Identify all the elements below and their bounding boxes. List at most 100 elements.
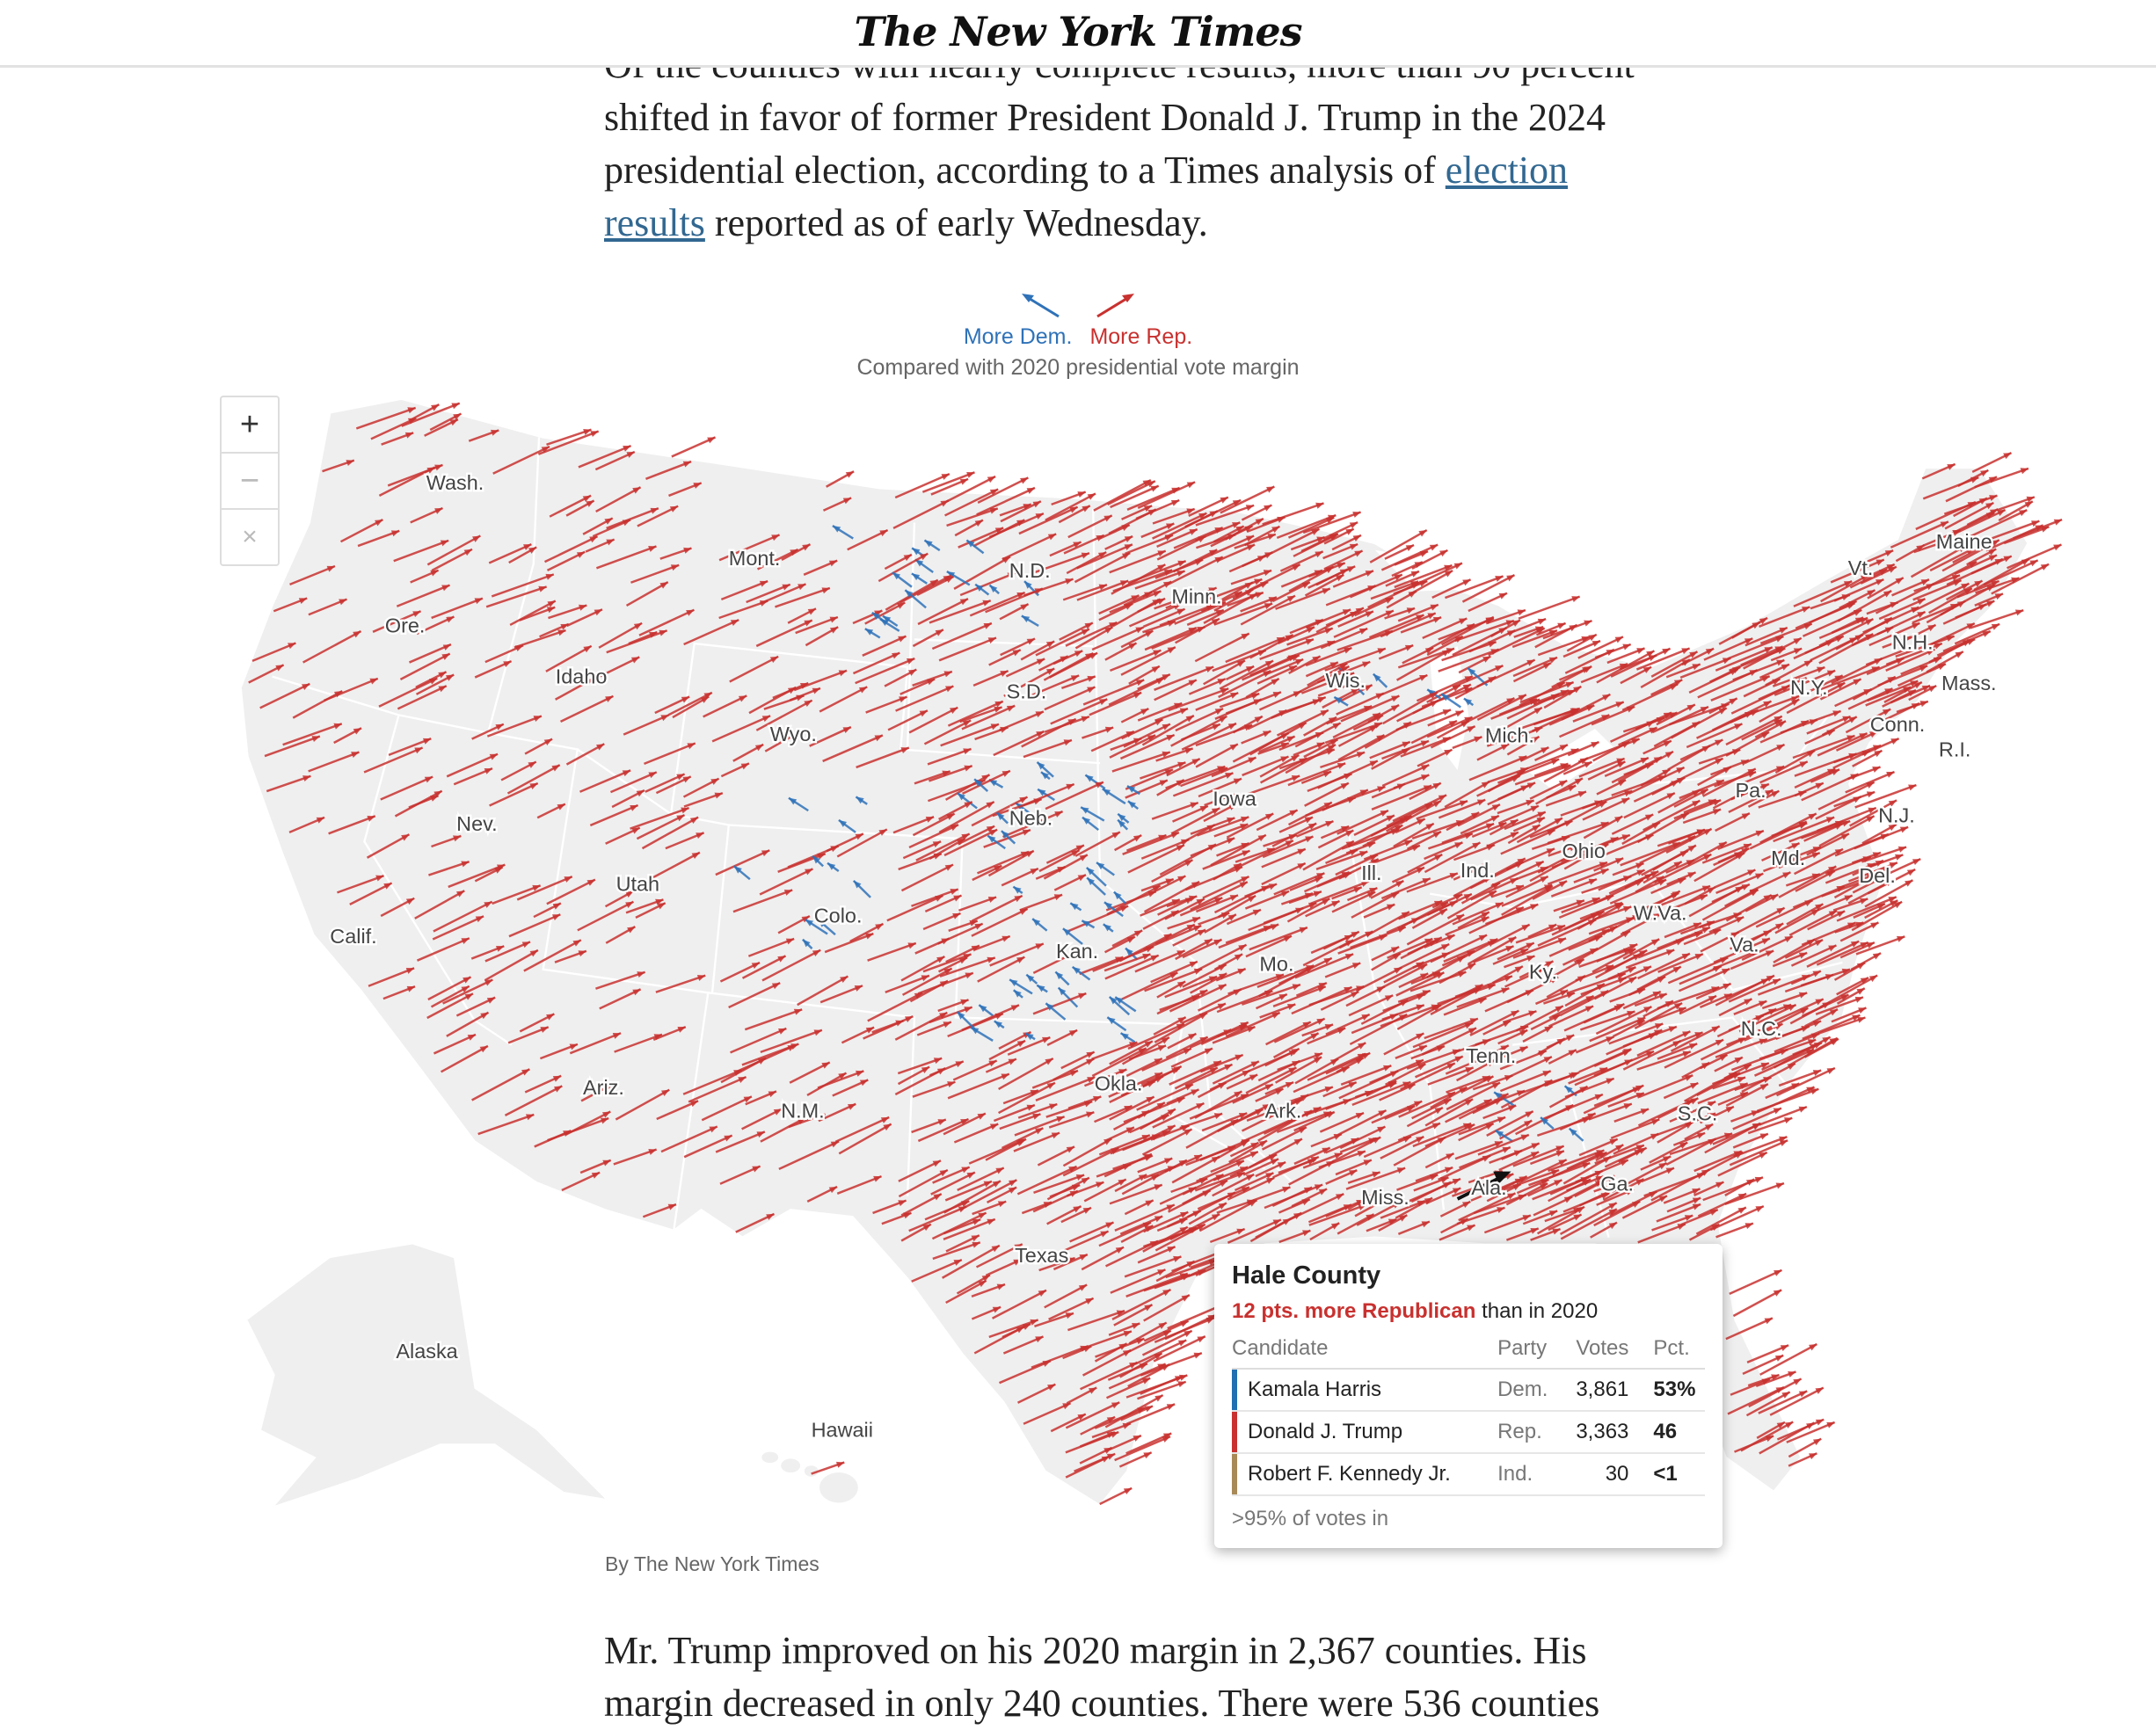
rep-shift-arrow[interactable] <box>1610 720 1656 743</box>
rep-shift-arrow[interactable] <box>1122 831 1180 855</box>
rep-shift-arrow[interactable] <box>1453 875 1492 898</box>
rep-shift-arrow[interactable] <box>1534 623 1578 649</box>
rep-shift-arrow[interactable] <box>1497 804 1540 825</box>
rep-shift-arrow[interactable] <box>937 956 968 973</box>
rep-shift-arrow[interactable] <box>1487 769 1526 793</box>
rep-shift-arrow[interactable] <box>1315 850 1368 870</box>
rep-shift-arrow[interactable] <box>1516 817 1563 844</box>
rep-shift-arrow[interactable] <box>1066 550 1107 575</box>
rep-shift-arrow[interactable] <box>1063 534 1105 555</box>
rep-shift-arrow[interactable] <box>1123 591 1153 607</box>
rep-shift-arrow[interactable] <box>720 1057 767 1084</box>
rep-shift-arrow[interactable] <box>884 668 917 687</box>
rep-shift-arrow[interactable] <box>1793 580 1853 607</box>
rep-shift-arrow[interactable] <box>1067 514 1113 539</box>
rep-shift-arrow[interactable] <box>1416 799 1468 820</box>
rep-shift-arrow[interactable] <box>1043 651 1094 681</box>
rep-shift-arrow[interactable] <box>1427 709 1464 727</box>
rep-shift-arrow[interactable] <box>652 1026 687 1041</box>
rep-shift-arrow[interactable] <box>1038 655 1069 672</box>
rep-shift-arrow[interactable] <box>985 587 1044 614</box>
rep-shift-arrow[interactable] <box>1810 768 1840 783</box>
rep-shift-arrow[interactable] <box>1156 534 1206 561</box>
dem-shift-arrow[interactable] <box>1126 784 1140 796</box>
rep-shift-arrow[interactable] <box>1452 735 1482 750</box>
rep-shift-arrow[interactable] <box>1444 781 1490 809</box>
rep-shift-arrow[interactable] <box>1074 551 1131 584</box>
rep-shift-arrow[interactable] <box>1621 821 1661 846</box>
rep-shift-arrow[interactable] <box>1457 911 1490 929</box>
rep-shift-arrow[interactable] <box>1908 684 1937 701</box>
rep-shift-arrow[interactable] <box>822 497 852 512</box>
rep-shift-arrow[interactable] <box>1288 655 1322 674</box>
rep-shift-arrow[interactable] <box>1371 747 1410 770</box>
rep-shift-arrow[interactable] <box>1406 872 1459 893</box>
dem-shift-arrow[interactable] <box>852 879 871 898</box>
rep-shift-arrow[interactable] <box>1883 701 1920 722</box>
rep-shift-arrow[interactable] <box>1141 1047 1192 1072</box>
rep-shift-arrow[interactable] <box>729 655 779 683</box>
rep-shift-arrow[interactable] <box>1928 560 1978 587</box>
rep-shift-arrow[interactable] <box>900 678 936 695</box>
rep-shift-arrow[interactable] <box>1032 992 1087 1015</box>
rep-shift-arrow[interactable] <box>929 1006 973 1024</box>
rep-shift-arrow[interactable] <box>1175 938 1213 961</box>
rep-shift-arrow[interactable] <box>1456 986 1510 1008</box>
rep-shift-arrow[interactable] <box>1461 573 1516 603</box>
rep-shift-arrow[interactable] <box>592 519 631 538</box>
rep-shift-arrow[interactable] <box>1213 823 1249 838</box>
rep-shift-arrow[interactable] <box>1772 665 1825 687</box>
rep-shift-arrow[interactable] <box>1280 569 1323 588</box>
rep-shift-arrow[interactable] <box>1784 939 1824 959</box>
rep-shift-arrow[interactable] <box>1315 568 1349 586</box>
rep-shift-arrow[interactable] <box>1788 1036 1839 1066</box>
dem-shift-arrow[interactable] <box>1023 580 1039 597</box>
rep-shift-arrow[interactable] <box>1140 877 1175 892</box>
rep-shift-arrow[interactable] <box>1082 679 1145 706</box>
rep-shift-arrow[interactable] <box>1983 559 2039 586</box>
rep-shift-arrow[interactable] <box>1679 964 1723 985</box>
rep-shift-arrow[interactable] <box>1289 876 1323 891</box>
rep-shift-arrow[interactable] <box>819 985 863 1004</box>
rep-shift-arrow[interactable] <box>1746 922 1784 944</box>
rep-shift-arrow[interactable] <box>1322 542 1358 560</box>
rep-shift-arrow[interactable] <box>1058 505 1091 524</box>
rep-shift-arrow[interactable] <box>1922 476 1979 500</box>
rep-shift-arrow[interactable] <box>1278 816 1314 833</box>
rep-shift-arrow[interactable] <box>1076 579 1129 601</box>
rep-shift-arrow[interactable] <box>1127 844 1185 874</box>
rep-shift-arrow[interactable] <box>1406 913 1465 946</box>
rep-shift-arrow[interactable] <box>1593 857 1624 872</box>
rep-shift-arrow[interactable] <box>914 937 951 955</box>
rep-shift-arrow[interactable] <box>787 607 817 624</box>
rep-shift-arrow[interactable] <box>1895 543 1926 563</box>
dem-shift-arrow[interactable] <box>973 778 989 792</box>
rep-shift-arrow[interactable] <box>1337 934 1388 955</box>
rep-shift-arrow[interactable] <box>885 974 930 994</box>
rep-shift-arrow[interactable] <box>775 586 831 608</box>
rep-shift-arrow[interactable] <box>1416 675 1474 702</box>
rep-shift-arrow[interactable] <box>958 896 997 912</box>
rep-shift-arrow[interactable] <box>1543 757 1589 783</box>
dem-shift-arrow[interactable] <box>904 589 927 609</box>
rep-shift-arrow[interactable] <box>1155 747 1194 762</box>
rep-shift-arrow[interactable] <box>1834 687 1873 708</box>
rep-shift-arrow[interactable] <box>594 450 636 471</box>
rep-shift-arrow[interactable] <box>1504 968 1544 988</box>
rep-shift-arrow[interactable] <box>1371 952 1402 971</box>
rep-shift-arrow[interactable] <box>1697 766 1732 787</box>
rep-shift-arrow[interactable] <box>1807 910 1846 931</box>
rep-shift-arrow[interactable] <box>1325 585 1377 607</box>
rep-shift-arrow[interactable] <box>1815 996 1864 1015</box>
rep-shift-arrow[interactable] <box>1151 801 1199 820</box>
rep-shift-arrow[interactable] <box>380 897 415 918</box>
rep-shift-arrow[interactable] <box>1864 899 1898 920</box>
rep-shift-arrow[interactable] <box>1832 898 1868 912</box>
rep-shift-arrow[interactable] <box>741 1043 799 1066</box>
rep-shift-arrow[interactable] <box>1217 543 1256 563</box>
rep-shift-arrow[interactable] <box>668 482 703 498</box>
rep-shift-arrow[interactable] <box>1370 879 1404 899</box>
rep-shift-arrow[interactable] <box>946 475 996 503</box>
rep-shift-arrow[interactable] <box>1819 678 1862 701</box>
rep-shift-arrow[interactable] <box>1305 899 1341 918</box>
